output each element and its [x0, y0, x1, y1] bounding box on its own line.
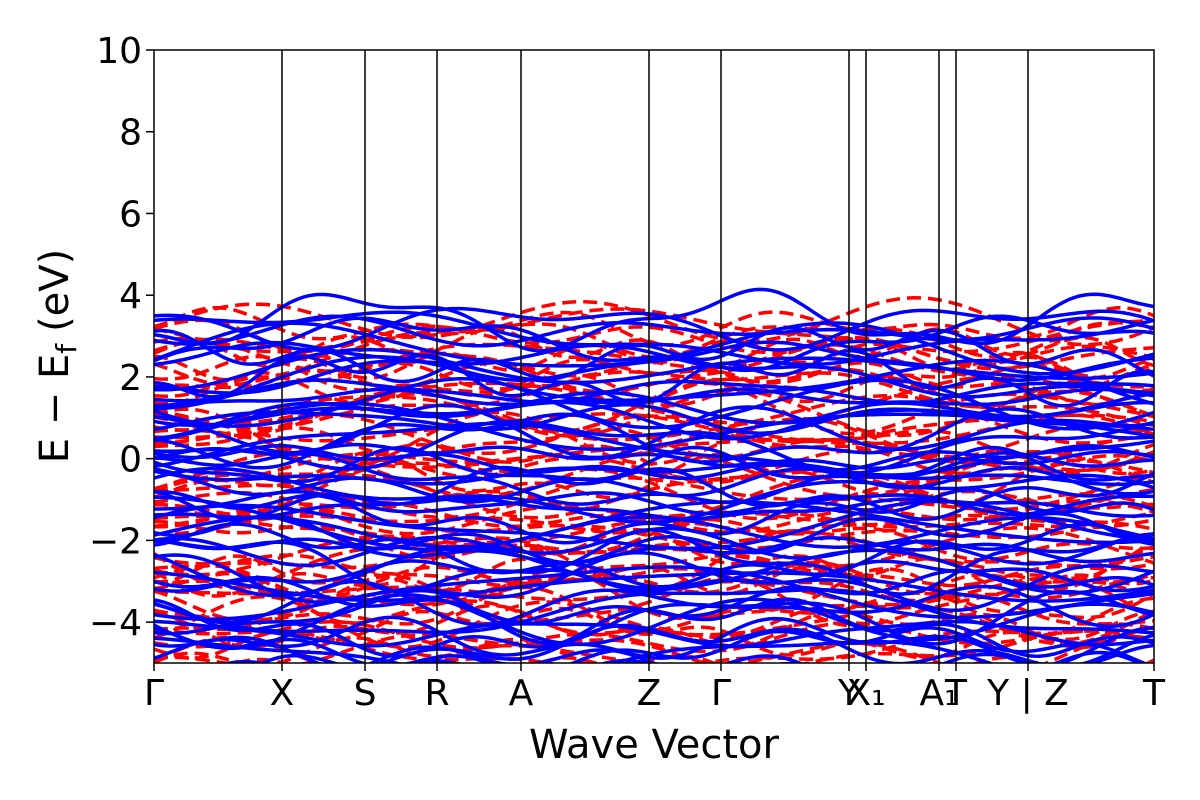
y-axis-ticks: −4 −2 0 2 4 6 8 10 — [89, 31, 154, 644]
series-blue-solid — [154, 287, 1154, 663]
band-line — [154, 570, 1154, 603]
y-tick-label: 10 — [96, 31, 142, 72]
band-line — [154, 419, 1154, 476]
band-line — [154, 474, 1154, 520]
band-line — [154, 306, 1154, 352]
x-tick-label: Γ — [711, 673, 731, 714]
band-line — [154, 378, 1154, 405]
band-line — [154, 343, 1154, 399]
x-tick-label: Y — [837, 673, 861, 714]
x-tick-label: Y | Z — [986, 673, 1069, 714]
band-line — [154, 321, 1154, 376]
band-line — [154, 522, 1154, 589]
band-line — [154, 517, 1154, 562]
band-line — [154, 567, 1154, 625]
band-line — [154, 287, 1154, 353]
band-line — [154, 626, 1149, 663]
band-line — [154, 306, 1154, 347]
x-tick-label: A — [509, 673, 534, 714]
band-line — [154, 445, 1154, 484]
band-line — [221, 643, 1154, 663]
band-line — [154, 347, 1154, 392]
band-line — [154, 451, 1154, 506]
band-line — [154, 567, 1154, 603]
y-axis-title-unit: (eV) — [32, 249, 78, 332]
x-axis-title: Wave Vector — [529, 722, 780, 768]
band-line — [154, 466, 1154, 525]
y-axis-title: E − Ef (eV) — [32, 249, 83, 464]
band-line — [154, 495, 1154, 552]
band-line — [154, 559, 1154, 593]
plot-frame — [153, 49, 1155, 664]
y-axis-title-sub: f — [50, 343, 83, 354]
x-tick-label: Γ — [144, 673, 164, 714]
y-tick-label: 2 — [119, 358, 142, 399]
band-line — [154, 565, 1154, 621]
y-axis-title-group: E − Ef (eV) — [32, 249, 83, 464]
band-line — [154, 310, 1154, 367]
x-tick-label: R — [424, 673, 449, 714]
y-tick-label: −4 — [89, 603, 142, 644]
band-line — [154, 545, 1154, 598]
band-line — [154, 619, 1154, 663]
x-tick-label: T — [1142, 673, 1166, 714]
y-tick-label: 6 — [119, 194, 142, 235]
band-line — [154, 371, 1154, 409]
x-tick-label: X — [270, 673, 295, 714]
band-line — [154, 314, 1154, 348]
kpoint-separators — [281, 50, 1029, 663]
band-line — [258, 650, 1143, 663]
band-line — [154, 444, 1154, 481]
y-tick-label: 8 — [119, 113, 142, 154]
band-line — [154, 465, 1154, 522]
band-line — [154, 403, 1154, 460]
band-line — [154, 461, 1154, 487]
y-tick-label: 4 — [119, 276, 142, 317]
x-tick-label: T — [944, 673, 968, 714]
y-axis-title-main: E − E — [32, 354, 78, 464]
band-line — [154, 496, 1154, 521]
band-line — [154, 509, 1154, 536]
x-tick-label: A₁ — [919, 673, 958, 714]
x-tick-label: Z — [637, 673, 662, 714]
band-line — [154, 553, 1154, 588]
y-tick-label: 0 — [119, 440, 142, 481]
y-tick-label: −2 — [89, 521, 142, 562]
band-line — [154, 526, 1154, 568]
x-tick-label: X₁ — [846, 673, 885, 714]
band-line — [154, 377, 1154, 431]
band-line — [154, 587, 1154, 635]
band-line — [154, 499, 1154, 551]
x-tick-label: S — [354, 673, 377, 714]
band-line — [154, 550, 1154, 612]
band-line — [154, 623, 1154, 663]
band-line — [154, 327, 1154, 369]
